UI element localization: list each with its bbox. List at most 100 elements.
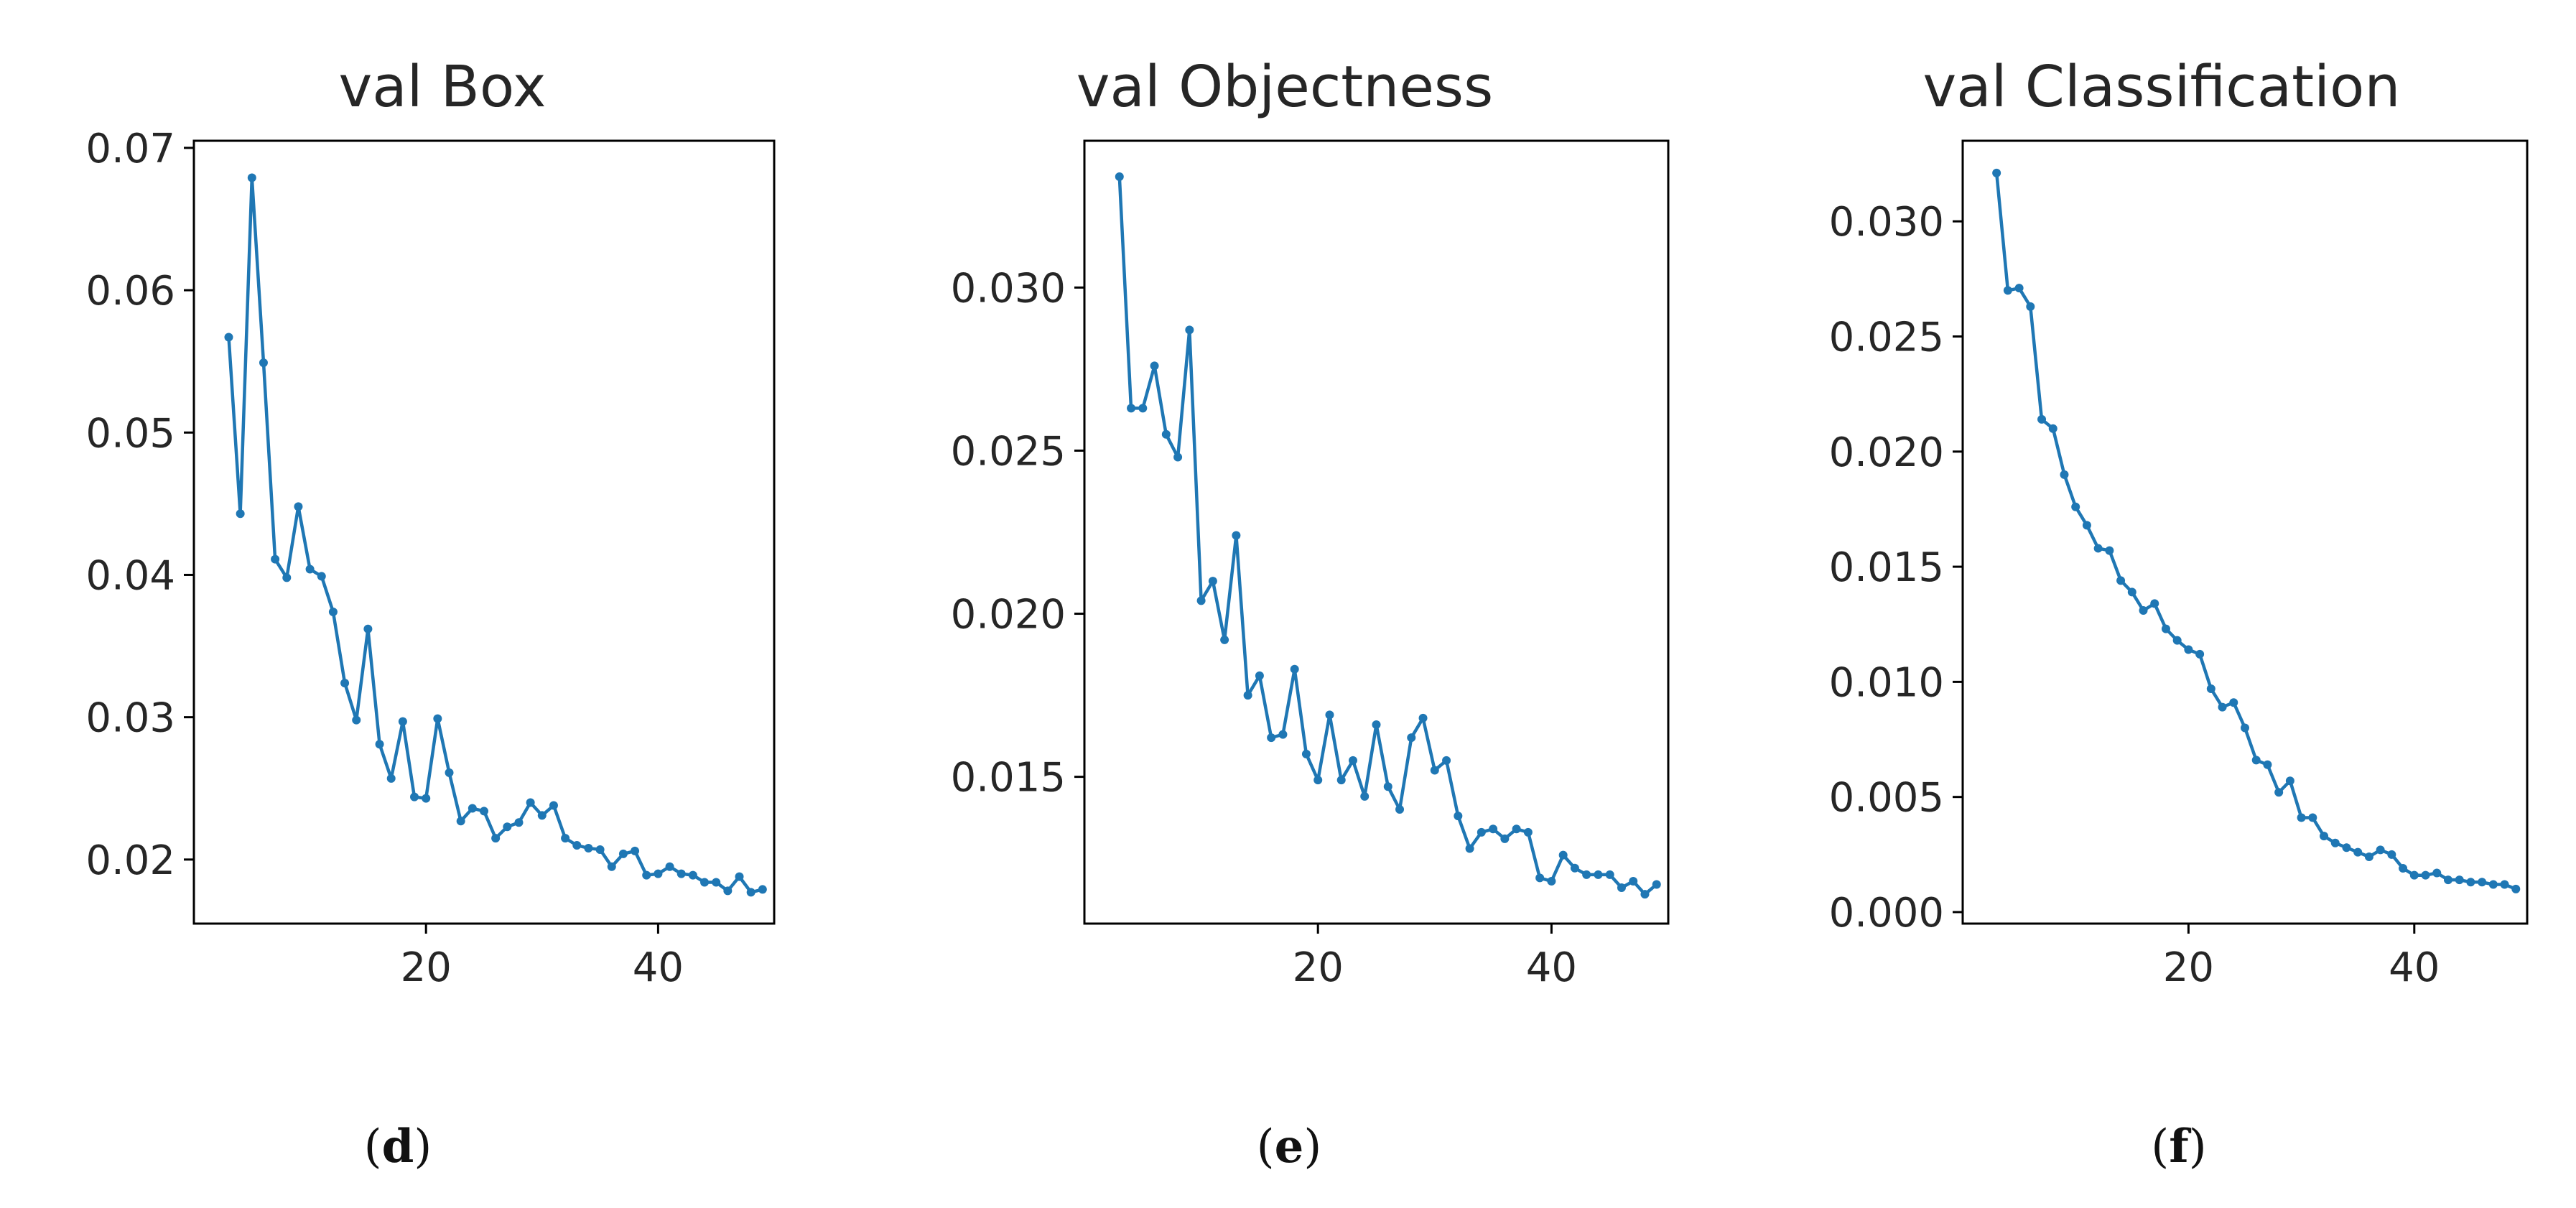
y-tick-label: 0.000 [1829, 890, 1944, 937]
data-point [595, 845, 605, 854]
data-point [1465, 844, 1474, 853]
data-point [2455, 875, 2464, 885]
data-point [1395, 805, 1405, 814]
data-point [2026, 302, 2035, 311]
data-point [735, 872, 744, 881]
data-point [2387, 850, 2396, 859]
data-point [2466, 878, 2475, 887]
data-point [1232, 531, 1241, 540]
data-point [445, 768, 454, 777]
data-point [1523, 827, 1533, 837]
data-point [2421, 870, 2430, 880]
data-point [607, 862, 616, 871]
data-point [1992, 168, 2001, 177]
data-point [1348, 756, 1357, 765]
data-point [1115, 172, 1124, 181]
data-point [363, 624, 373, 633]
data-point [1336, 776, 1346, 785]
data-point [503, 822, 512, 832]
data-point [572, 841, 582, 850]
x-tick-label: 20 [401, 944, 452, 991]
data-point [2251, 756, 2261, 765]
data-point [1512, 824, 1521, 834]
data-point [398, 717, 407, 726]
y-tick-label: 0.005 [1829, 775, 1944, 822]
data-point [1196, 596, 1206, 605]
y-tick-label: 0.030 [1829, 199, 1944, 246]
y-tick-label: 0.07 [85, 126, 175, 172]
y-tick-label: 0.020 [951, 592, 1066, 638]
data-point [1454, 812, 1463, 821]
data-point [422, 794, 431, 803]
y-tick-label: 0.025 [1829, 315, 1944, 361]
data-point [386, 773, 396, 783]
data-point [317, 572, 326, 581]
data-point [1313, 776, 1323, 785]
data-point [224, 333, 233, 342]
data-point [340, 679, 350, 688]
data-point [468, 804, 477, 813]
data-point [1594, 870, 1603, 879]
data-point [1489, 824, 1498, 834]
data-point [514, 818, 524, 827]
data-point [584, 843, 593, 852]
data-point [1547, 876, 1556, 886]
data-point [2500, 880, 2509, 889]
data-point [1570, 863, 1579, 873]
data-point [2409, 870, 2419, 880]
y-tick-label: 0.05 [85, 410, 175, 457]
data-point [1185, 325, 1194, 335]
data-point [1383, 782, 1392, 791]
chart-title: val Box [338, 54, 546, 120]
data-point [433, 714, 442, 723]
panel-letter: e [1275, 1120, 1304, 1174]
data-point [2285, 776, 2294, 786]
data-point [1290, 664, 1299, 674]
data-point [2082, 521, 2091, 530]
x-tick-label: 40 [1526, 944, 1577, 991]
data-point [1418, 713, 1428, 723]
axes-frame [1961, 139, 2529, 925]
data-point [2003, 286, 2012, 295]
data-point [712, 878, 721, 887]
data-point [654, 869, 663, 878]
panel-val-box: val Box 0.02 0.03 0.04 0.05 0.06 0.07 20 40 (d) [85, 54, 776, 1174]
data-point [2048, 424, 2057, 433]
data-point [2320, 832, 2329, 841]
data-point [1138, 404, 1148, 413]
data-point [2511, 884, 2521, 893]
data-point [247, 173, 256, 182]
data-point [1220, 635, 1229, 644]
data-point [271, 554, 280, 564]
data-point [2184, 645, 2193, 654]
panel-label: (f) [2151, 1120, 2206, 1174]
data-point [375, 740, 384, 749]
data-point [1442, 756, 1451, 765]
data-point [2037, 414, 2047, 424]
y-tick-label: 0.015 [1829, 544, 1944, 591]
data-point [2399, 864, 2408, 873]
data-point [2308, 813, 2317, 822]
panel-label: (e) [1257, 1120, 1322, 1174]
data-point [1372, 720, 1381, 729]
data-point [236, 509, 245, 519]
data-point [1407, 733, 1416, 743]
y-tick-label: 0.02 [85, 837, 175, 884]
data-point [2263, 760, 2272, 769]
data-point [2206, 684, 2215, 693]
data-point [642, 870, 651, 880]
panel-label: (d) [364, 1120, 432, 1174]
data-point [2274, 788, 2284, 797]
data-point [561, 834, 570, 843]
data-point [676, 869, 686, 878]
data-point [1652, 880, 1661, 889]
x-tick-label: 40 [633, 944, 684, 991]
chart-title: val Objectness [1077, 54, 1494, 120]
data-point [618, 849, 628, 858]
data-point [700, 878, 710, 887]
data-point [2478, 878, 2487, 887]
data-point [2195, 649, 2205, 659]
data-point [2161, 624, 2170, 633]
